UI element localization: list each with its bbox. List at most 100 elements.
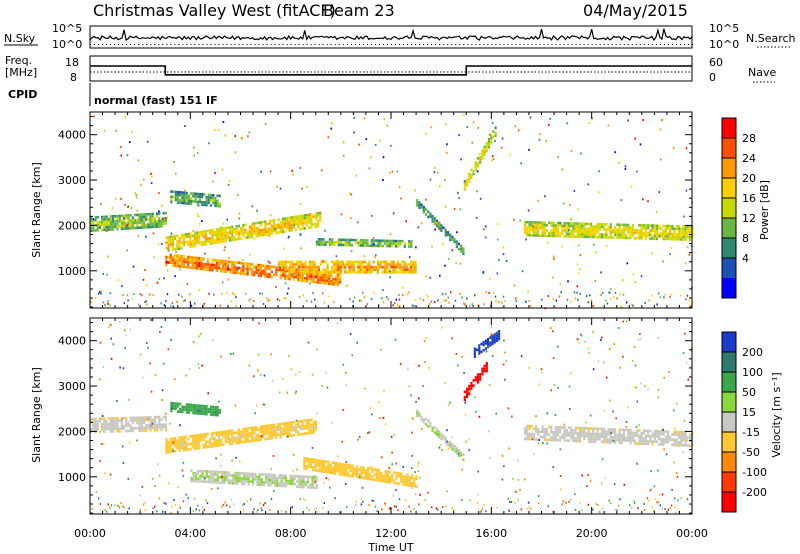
velocity-cell (214, 408, 217, 412)
velocity-cell (218, 436, 221, 439)
power-speckle (634, 137, 636, 140)
power-cell (355, 271, 358, 274)
velocity-ground (91, 507, 93, 510)
velocity-speckle (321, 385, 323, 388)
velocity-speckle (120, 418, 123, 421)
power-cell (337, 271, 340, 274)
power-cell (207, 265, 210, 269)
power-speckle (592, 304, 594, 307)
power-cell (170, 190, 173, 193)
velocity-cell (402, 483, 405, 486)
power-cell (233, 266, 236, 269)
velocity-cell (120, 422, 123, 425)
power-cell (174, 193, 177, 196)
power-cell (431, 215, 434, 218)
power-cell (213, 233, 216, 237)
velocity-cell (603, 435, 606, 439)
power-cell (280, 265, 283, 269)
velocity-cell (644, 442, 648, 446)
power-cell (284, 277, 287, 280)
power-cell (487, 145, 491, 149)
velocity-cell (210, 480, 213, 484)
velocity-speckle (644, 385, 646, 388)
velocity-cell (244, 432, 247, 436)
power-cell (211, 263, 214, 267)
velocity-cell (308, 429, 311, 432)
velocity-cell (103, 425, 106, 428)
velocity-cell (284, 479, 288, 483)
velocity-cell (369, 477, 372, 481)
power-cell (231, 263, 234, 266)
power-cell (308, 226, 311, 229)
velocity-cell (226, 432, 229, 436)
power-speckle (146, 140, 149, 143)
power-cell (335, 265, 338, 269)
power-cell (156, 212, 159, 215)
power-cell (264, 220, 267, 223)
velocity-cell (127, 421, 130, 425)
power-ground (194, 302, 196, 305)
velocity-cell (581, 434, 584, 438)
velocity-cell (205, 470, 208, 473)
power-cell (281, 274, 284, 278)
power-cell (314, 217, 317, 221)
power-cell (292, 221, 295, 224)
velocity-cell (212, 480, 215, 484)
power-cell (190, 197, 193, 200)
velocity-cell (673, 443, 676, 447)
power-cell (145, 213, 148, 216)
velocity-cell (236, 474, 239, 477)
power-speckle (663, 296, 665, 299)
power-cell (198, 262, 201, 265)
power-cell (350, 243, 354, 247)
power-cell (361, 241, 365, 245)
velocity-cell (176, 405, 180, 408)
power-ground (613, 296, 615, 298)
power-cell (273, 221, 276, 225)
power-cell (290, 229, 293, 232)
velocity-cell (600, 430, 604, 433)
velocity-ground (389, 507, 391, 510)
power-cell (455, 243, 458, 246)
power-cell (541, 229, 544, 232)
power-cell (410, 245, 413, 248)
power-cell (335, 241, 338, 244)
power-cell (264, 269, 267, 273)
power-cell (308, 260, 312, 264)
power-speckle (300, 247, 302, 250)
power-speckle (491, 155, 494, 158)
power-speckle (576, 263, 579, 266)
velocity-cell (306, 478, 310, 481)
power-speckle (593, 243, 595, 246)
power-cell (607, 225, 610, 229)
velocity-cell (215, 431, 218, 434)
velocity-ground (634, 501, 636, 504)
power-cell (403, 268, 406, 271)
velocity-speckle (168, 482, 170, 485)
velocity-speckle (257, 369, 260, 372)
velocity-cell (310, 431, 313, 435)
velocity-cbar-swatch (722, 432, 736, 453)
power-cell (301, 279, 304, 282)
velocity-cell (207, 432, 210, 436)
velocity-cell (185, 448, 188, 452)
velocity-cell (286, 432, 289, 435)
power-cell (229, 260, 232, 264)
velocity-cell (570, 431, 573, 435)
velocity-cell (279, 427, 282, 431)
velocity-speckle (559, 475, 562, 477)
velocity-cell (574, 431, 577, 435)
velocity-cell (165, 451, 168, 454)
power-speckle (306, 185, 308, 188)
power-speckle (299, 203, 302, 206)
velocity-ground (646, 497, 649, 500)
velocity-ground (243, 503, 245, 506)
velocity-cell (567, 426, 571, 429)
power-speckle (298, 271, 300, 274)
power-speckle (544, 195, 546, 198)
velocity-ground (630, 507, 633, 509)
power-cell (420, 203, 423, 207)
velocity-speckle (563, 423, 566, 426)
power-cell (311, 260, 314, 264)
velocity-cell (669, 435, 672, 439)
